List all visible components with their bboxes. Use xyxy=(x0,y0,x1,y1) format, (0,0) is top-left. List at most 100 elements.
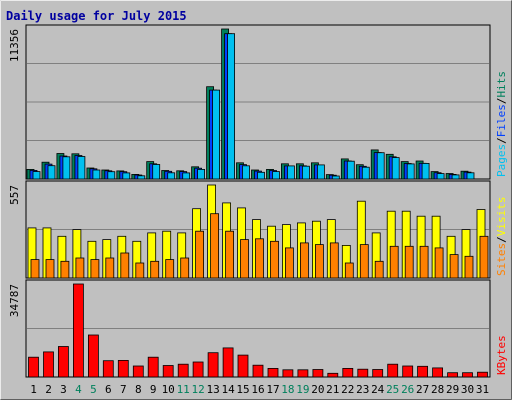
bar-kbytes-day-6 xyxy=(102,360,114,378)
x-tick-label-27: 27 xyxy=(416,383,429,396)
bar-sites-day-30 xyxy=(464,255,474,279)
bar-sites-day-8 xyxy=(135,262,145,279)
bar-pages-day-11 xyxy=(182,172,191,180)
bar-pages-day-8 xyxy=(137,175,146,180)
bar-sites-day-3 xyxy=(60,260,70,279)
bar-pages-day-17 xyxy=(272,171,280,180)
legend-entry: / xyxy=(495,98,508,105)
bar-pages-day-30 xyxy=(466,172,475,180)
bar-kbytes-day-4 xyxy=(73,283,84,378)
x-tick-label-29: 29 xyxy=(446,383,459,396)
bar-sites-day-13 xyxy=(210,213,220,279)
bar-pages-day-26 xyxy=(406,163,415,180)
bar-pages-day-24 xyxy=(376,152,385,180)
bar-pages-day-1 xyxy=(32,171,41,180)
bar-kbytes-day-28 xyxy=(432,367,444,378)
bar-kbytes-day-1 xyxy=(28,356,39,378)
legend-entry: Pages xyxy=(495,144,508,177)
x-tick-label-30: 30 xyxy=(461,383,474,396)
bar-kbytes-day-10 xyxy=(162,365,174,378)
bar-sites-day-24 xyxy=(374,260,384,279)
bar-kbytes-day-8 xyxy=(132,365,144,378)
x-tick-label-13: 13 xyxy=(206,383,219,396)
x-tick-label-8: 8 xyxy=(135,383,142,396)
bar-pages-day-25 xyxy=(391,157,400,180)
legend-kbytes: KBytes xyxy=(495,335,508,375)
ymax-label-kbytes: 34787 xyxy=(8,284,21,317)
legend-entry: / xyxy=(495,137,508,144)
bar-kbytes-day-12 xyxy=(192,361,204,378)
bar-pages-day-5 xyxy=(92,169,101,180)
bar-sites-day-14 xyxy=(225,230,235,279)
x-tick-label-11: 11 xyxy=(177,383,190,396)
bar-sites-day-6 xyxy=(105,257,115,279)
legend-entry: Files xyxy=(495,104,508,137)
bar-pages-day-15 xyxy=(242,165,250,180)
bar-pages-day-9 xyxy=(152,164,161,180)
bar-sites-day-28 xyxy=(434,247,444,279)
x-tick-label-18: 18 xyxy=(281,383,294,396)
chart-title: Daily usage for July 2015 xyxy=(6,9,187,23)
ymax-label-visits-sites: 557 xyxy=(8,185,21,205)
bar-pages-day-13 xyxy=(212,89,221,180)
bar-kbytes-day-25 xyxy=(387,363,399,378)
bar-sites-day-4 xyxy=(75,257,85,279)
bar-sites-day-11 xyxy=(180,257,190,279)
x-tick-label-5: 5 xyxy=(90,383,97,396)
bar-kbytes-day-29 xyxy=(447,372,459,378)
legend-entry: / xyxy=(495,236,508,243)
bar-kbytes-day-13 xyxy=(207,352,219,378)
x-tick-label-19: 19 xyxy=(296,383,309,396)
bar-sites-day-15 xyxy=(240,239,249,279)
legend-visits-sites: Sites/Visits xyxy=(495,197,508,277)
legend-entry: Visits xyxy=(495,197,508,237)
bar-pages-day-16 xyxy=(257,171,265,180)
bar-kbytes-day-20 xyxy=(312,369,324,378)
x-tick-label-31: 31 xyxy=(476,383,489,396)
bar-pages-day-6 xyxy=(107,171,116,180)
bar-pages-day-29 xyxy=(451,174,460,180)
x-tick-label-4: 4 xyxy=(75,383,82,396)
bar-sites-day-17 xyxy=(270,240,279,279)
bar-sites-day-20 xyxy=(314,244,324,279)
x-tick-label-16: 16 xyxy=(251,383,264,396)
bar-sites-day-12 xyxy=(195,230,205,279)
legend-hits-files-pages: Pages/Files/Hits xyxy=(495,71,508,177)
x-tick-label-9: 9 xyxy=(150,383,157,396)
bar-pages-day-2 xyxy=(47,165,56,180)
bar-sites-day-7 xyxy=(120,252,130,279)
bar-kbytes-day-2 xyxy=(43,351,54,378)
x-tick-label-1: 1 xyxy=(30,383,37,396)
bar-sites-day-23 xyxy=(359,244,369,279)
x-tick-label-25: 25 xyxy=(386,383,399,396)
bar-kbytes-day-11 xyxy=(177,363,189,378)
bar-sites-day-31 xyxy=(479,235,489,279)
bar-pages-day-14 xyxy=(227,33,236,180)
bar-pages-day-23 xyxy=(361,166,370,180)
bar-sites-day-21 xyxy=(329,242,339,279)
legend-entry: Sites xyxy=(495,243,508,276)
x-tick-label-2: 2 xyxy=(45,383,52,396)
x-tick-label-17: 17 xyxy=(266,383,279,396)
bar-sites-day-19 xyxy=(299,242,309,279)
bar-sites-day-16 xyxy=(255,238,264,279)
x-tick-label-28: 28 xyxy=(431,383,444,396)
bar-kbytes-day-22 xyxy=(342,367,354,378)
bar-kbytes-day-18 xyxy=(282,369,294,378)
bar-sites-day-25 xyxy=(389,245,399,279)
bar-kbytes-day-31 xyxy=(477,371,488,378)
bar-kbytes-day-27 xyxy=(417,365,429,378)
bar-sites-day-1 xyxy=(30,259,40,279)
legend-entry: Hits xyxy=(495,71,508,98)
bar-sites-day-18 xyxy=(284,247,294,279)
x-tick-label-21: 21 xyxy=(326,383,339,396)
bar-kbytes-day-17 xyxy=(267,367,279,378)
bar-pages-day-19 xyxy=(301,165,310,180)
x-tick-label-12: 12 xyxy=(191,383,204,396)
bar-pages-day-18 xyxy=(286,165,295,180)
bar-kbytes-day-26 xyxy=(402,365,414,378)
bar-kbytes-day-24 xyxy=(372,369,384,378)
bar-kbytes-day-14 xyxy=(222,347,234,378)
